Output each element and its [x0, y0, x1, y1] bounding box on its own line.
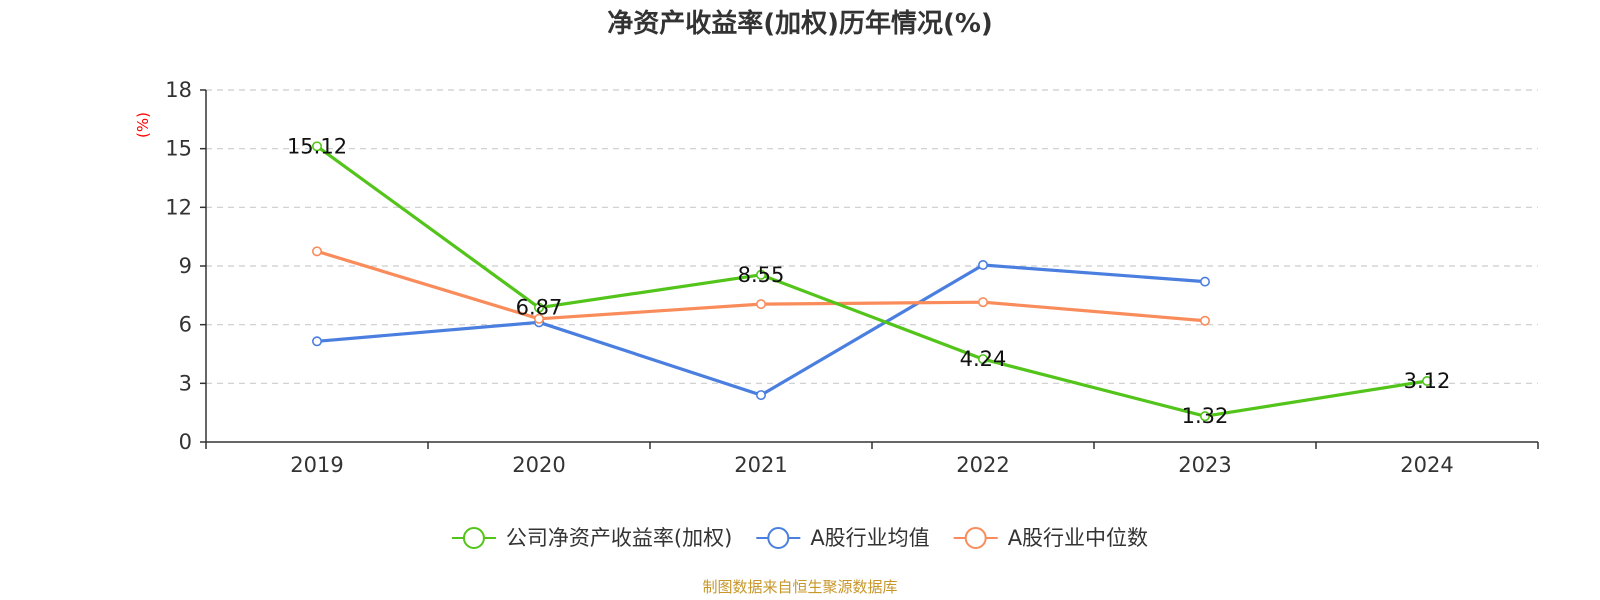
legend-item[interactable]: 公司净资产收益率(加权): [451, 526, 732, 550]
y-axis-unit-label: (%): [134, 112, 152, 138]
y-tick-label: 18: [165, 78, 192, 102]
y-tick-label: 15: [165, 137, 192, 161]
data-point[interactable]: [311, 141, 322, 152]
data-label: 6.87: [516, 296, 563, 320]
x-tick-label: 2020: [512, 453, 565, 477]
data-label: 15.12: [287, 134, 347, 158]
x-tick-label: 2022: [956, 453, 1009, 477]
x-tick-label: 2023: [1178, 453, 1231, 477]
series-2: [311, 246, 1211, 326]
legend-label: A股行业中位数: [1008, 526, 1148, 550]
data-point[interactable]: [1200, 315, 1211, 326]
y-tick-label: 0: [179, 430, 192, 454]
data-point[interactable]: [977, 260, 988, 271]
x-tick-label: 2019: [290, 453, 343, 477]
legend-circle-symbol: [964, 527, 987, 549]
legend-circle-symbol: [462, 527, 485, 549]
series-0: [311, 141, 1433, 422]
data-point[interactable]: [533, 313, 544, 324]
data-point[interactable]: [755, 299, 766, 310]
legend: 公司净资产收益率(加权) A股行业均值 A股行业中位数: [451, 526, 1148, 550]
y-tick-label: 12: [165, 195, 192, 219]
data-point[interactable]: [311, 336, 322, 347]
legend-circle-symbol: [767, 527, 790, 549]
legend-item[interactable]: A股行业中位数: [953, 526, 1148, 550]
data-label: 4.24: [960, 347, 1007, 371]
series-line: [315, 144, 1429, 418]
series-lines: [311, 141, 1433, 422]
data-label: 3.12: [1404, 369, 1451, 393]
chart-title: 净资产收益率(加权)历年情况(%): [607, 8, 993, 39]
y-tick-label: 6: [179, 313, 192, 337]
data-source-note: 制图数据来自恒生聚源数据库: [702, 578, 897, 596]
axes: 0 3 6 9 12 15 18 2019 2020 2021 2022 2023 2024: [165, 78, 1539, 477]
data-point[interactable]: [977, 354, 988, 365]
data-label: 1.32: [1182, 404, 1229, 428]
data-point[interactable]: [533, 302, 544, 313]
legend-label: A股行业均值: [810, 526, 929, 550]
data-label: 8.55: [738, 263, 785, 287]
y-tick-label: 3: [179, 371, 192, 395]
data-point[interactable]: [1200, 411, 1211, 422]
data-labels: 15.12 6.87 8.55 4.24 1.32 3.12: [287, 134, 1450, 428]
legend-label: 公司净资产收益率(加权): [506, 526, 732, 550]
data-point[interactable]: [755, 390, 766, 401]
y-tick-label: 9: [179, 254, 192, 278]
x-tick-label: 2021: [734, 453, 787, 477]
data-point[interactable]: [755, 269, 766, 280]
grid-lines: [206, 89, 1538, 384]
data-point[interactable]: [1200, 276, 1211, 287]
legend-item[interactable]: A股行业均值: [756, 526, 930, 550]
data-point[interactable]: [977, 297, 988, 308]
data-point[interactable]: [311, 246, 322, 257]
data-point[interactable]: [1422, 375, 1433, 386]
x-tick-label: 2024: [1400, 453, 1453, 477]
